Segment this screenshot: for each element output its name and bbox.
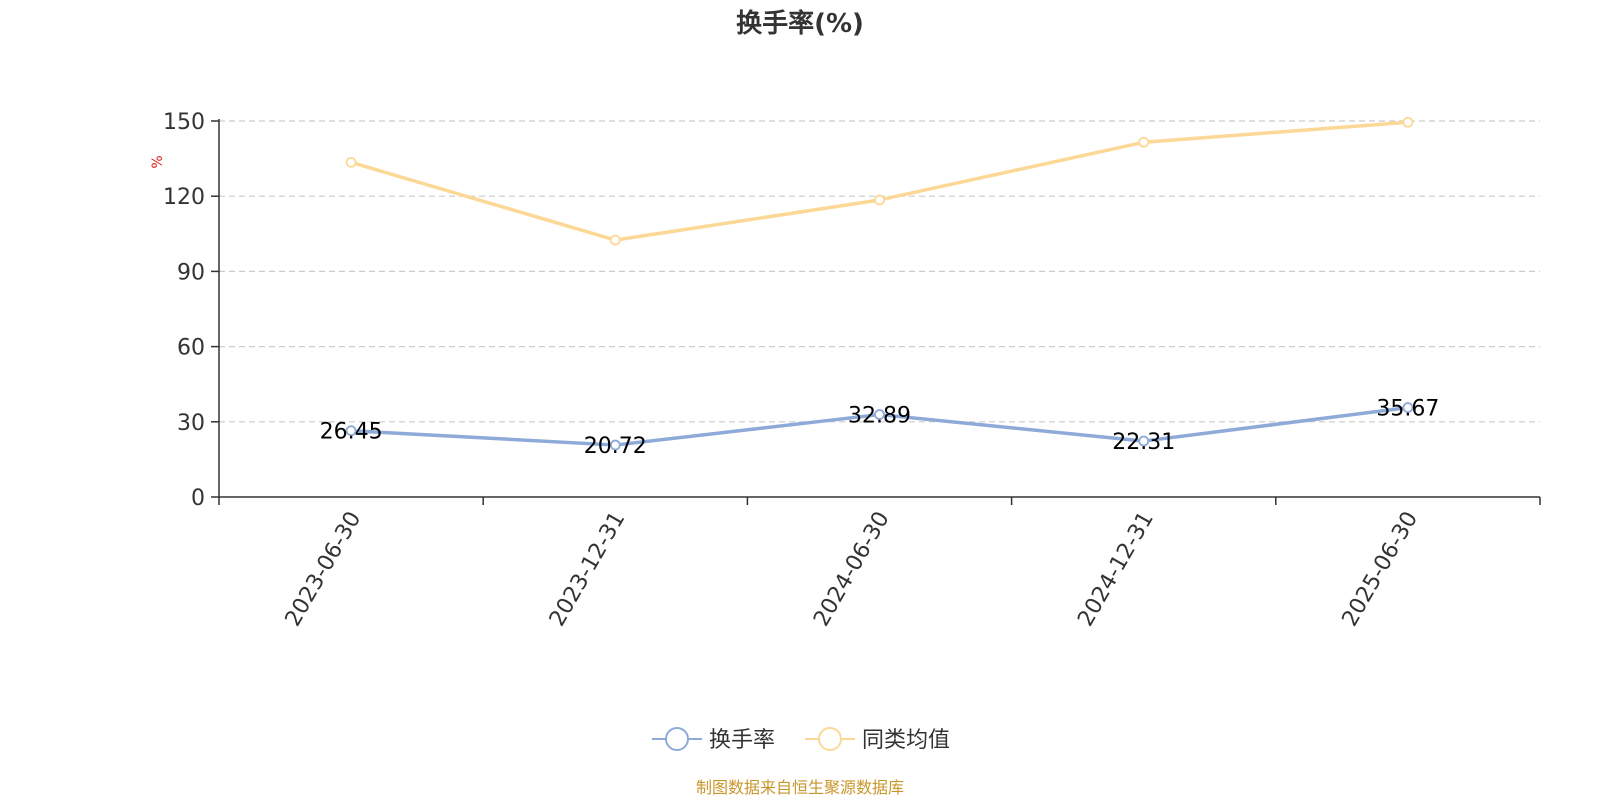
x-axis: 2023-06-30 2023-12-31 2024-06-30 2024-12-31…	[218, 496, 1541, 631]
legend[interactable]: 换手率 同类均值	[652, 727, 950, 753]
data-point	[1138, 136, 1150, 148]
y-tick-label: 60	[177, 336, 205, 361]
y-tick-label: 150	[163, 110, 205, 135]
data-point	[609, 439, 621, 451]
legend-circle-icon	[818, 727, 842, 751]
data-label: 32.89	[848, 404, 911, 429]
y-tick-label: 120	[163, 185, 205, 210]
chart-title: 换手率(%)	[736, 8, 864, 39]
data-labels: 26.45 20.72 32.89 22.31 35.67	[320, 397, 1440, 459]
y-tick-label: 0	[191, 486, 205, 511]
data-point	[1138, 435, 1150, 447]
data-point	[1402, 116, 1414, 128]
x-tick-label: 2025-06-30	[1338, 508, 1424, 631]
data-point	[874, 409, 885, 420]
y-axis-unit-label: %	[150, 155, 166, 168]
y-axis: 0 30 60 90 120 150	[163, 110, 220, 511]
data-label: 26.45	[320, 420, 383, 445]
data-label: 22.31	[1112, 430, 1175, 455]
data-point	[345, 156, 357, 168]
data-point	[874, 194, 885, 206]
y-tick-label: 30	[177, 411, 205, 436]
legend-item[interactable]: 换手率	[652, 727, 775, 753]
data-point	[1402, 402, 1414, 413]
legend-label: 换手率	[709, 728, 775, 753]
y-tick-label: 90	[177, 260, 205, 285]
x-tick-label: 2024-06-30	[809, 508, 895, 631]
data-source-note: 制图数据来自恒生聚源数据库	[696, 778, 904, 797]
data-point	[609, 234, 621, 246]
data-point	[345, 425, 357, 437]
legend-item[interactable]: 同类均值	[805, 727, 950, 753]
x-tick-label: 2023-06-30	[281, 508, 367, 631]
series-lines	[345, 116, 1414, 451]
gridlines	[219, 120, 1540, 423]
x-tick-label: 2024-12-31	[1073, 508, 1159, 631]
legend-circle-icon	[665, 727, 689, 751]
data-label: 35.67	[1376, 397, 1439, 422]
data-label: 20.72	[584, 434, 647, 459]
series-line	[350, 120, 1409, 242]
x-tick-label: 2023-12-31	[545, 508, 631, 631]
legend-label: 同类均值	[862, 728, 950, 753]
